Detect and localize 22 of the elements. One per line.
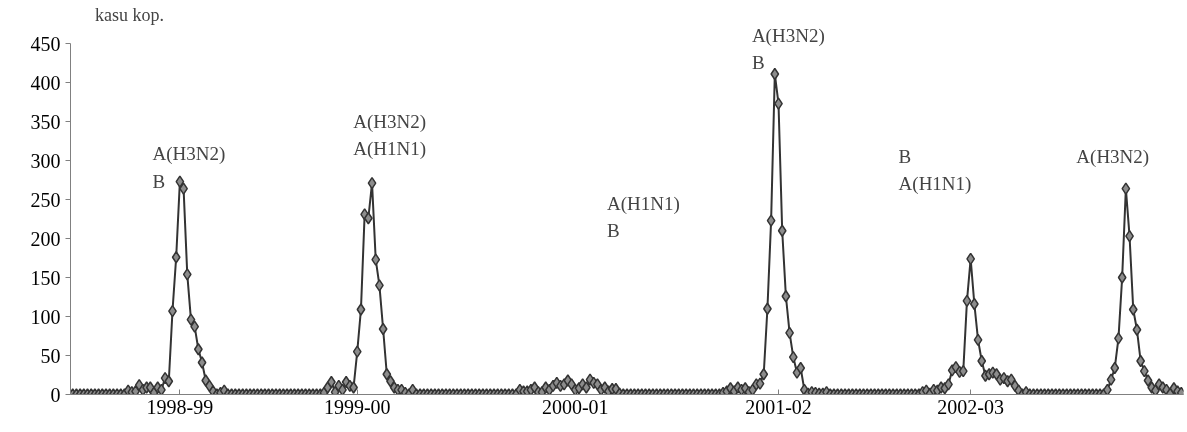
annotation: A(H3N2) A(H1N1) [353, 110, 427, 160]
y-tick-label: 50 [40, 344, 61, 367]
y-tick-label: 150 [30, 266, 61, 289]
annotation: A(H3N2) [1076, 145, 1150, 168]
y-tick-label: 350 [30, 110, 61, 133]
y-tick-label: 400 [30, 71, 61, 94]
y-axis-title: kasu kop. [94, 4, 164, 25]
x-tick-label: 2001-02 [745, 395, 812, 418]
x-tick-label: 1998-99 [146, 395, 214, 418]
x-tick-label: 2002-03 [937, 395, 1004, 418]
y-tick-label: 450 [30, 32, 61, 55]
annotation: B A(H1N1) [898, 145, 972, 196]
y-tick-label: 100 [30, 305, 61, 328]
y-tick-label: 200 [30, 227, 61, 250]
x-tick-label: 1999-00 [323, 395, 391, 418]
y-tick-label: 0 [50, 383, 61, 406]
y-tick-label: 300 [30, 149, 61, 172]
x-tick-label: 2000-01 [541, 395, 609, 418]
annotation: A(H3N2) B [751, 24, 825, 74]
y-tick-label: 250 [30, 188, 61, 211]
annotation: A(H3N2) B [152, 143, 226, 192]
annotation: A(H1N1) B [607, 192, 680, 241]
